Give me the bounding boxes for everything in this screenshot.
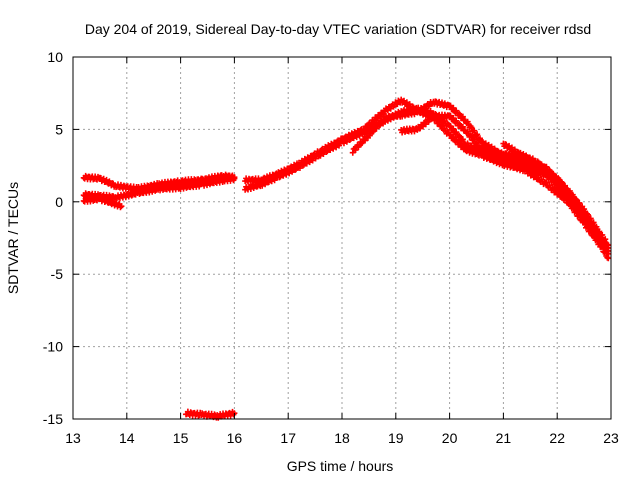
series-track-3 [80, 194, 125, 211]
data-point [585, 215, 592, 222]
data-point [471, 136, 478, 143]
y-axis-label: SDTVAR / TECUs [5, 182, 21, 294]
data-point [459, 113, 466, 120]
data-point [485, 153, 492, 160]
data-point [471, 127, 478, 134]
data-point [352, 147, 359, 154]
data-point [206, 181, 213, 188]
data-point [599, 237, 606, 244]
data-point [183, 184, 190, 191]
data-point [459, 123, 466, 130]
data-point [605, 255, 612, 262]
series-track-8 [398, 111, 612, 249]
y-tick-label: -10 [43, 339, 63, 355]
grid [73, 57, 611, 419]
data-point [373, 125, 380, 132]
data-point [529, 155, 536, 162]
data-point [118, 203, 125, 210]
x-tick-label: 22 [549, 430, 565, 446]
data-point [467, 132, 474, 139]
data-point [588, 218, 595, 225]
x-tick-label: 18 [334, 430, 350, 446]
x-tick-label: 23 [603, 430, 619, 446]
x-tick-label: 21 [496, 430, 512, 446]
data-point [456, 120, 463, 127]
data-point [376, 122, 383, 129]
data-point [576, 212, 583, 219]
x-tick-label: 17 [280, 430, 296, 446]
data-point [456, 139, 463, 146]
series-track-9 [500, 140, 612, 255]
data-point [103, 196, 110, 203]
y-tick-label: 0 [55, 194, 63, 210]
data-point [128, 192, 135, 199]
data-point [549, 185, 556, 192]
y-tick-label: -5 [51, 266, 64, 282]
y-tick-label: 10 [47, 49, 63, 65]
data-point [456, 132, 463, 139]
data-point [117, 204, 124, 211]
data-point [567, 190, 574, 197]
chart-title: Day 204 of 2019, Sidereal Day-to-day VTE… [85, 21, 591, 37]
data-point [575, 200, 582, 207]
x-tick-label: 13 [65, 430, 81, 446]
data-point [474, 139, 481, 146]
data-series [80, 96, 612, 421]
x-tick-label: 15 [173, 430, 189, 446]
axis-ticks: 13 14 15 16 17 18 19 20 21 22 23 -15 -10 -5 0 5 10 [43, 49, 619, 446]
x-tick-label: 14 [119, 430, 135, 446]
data-point [605, 248, 612, 255]
data-point [459, 142, 466, 149]
x-axis-label: GPS time / hours [287, 458, 394, 474]
data-point [447, 123, 454, 130]
data-point [555, 175, 562, 182]
series-track-2 [80, 174, 238, 202]
data-point [578, 204, 585, 211]
y-tick-label: -15 [43, 411, 63, 427]
data-point [136, 190, 143, 197]
data-point [537, 161, 544, 168]
data-point [439, 122, 446, 129]
data-point [596, 232, 603, 239]
x-tick-label: 16 [227, 430, 243, 446]
data-point [584, 213, 591, 220]
data-point [211, 411, 218, 418]
data-point [590, 223, 597, 230]
data-point [450, 125, 457, 132]
data-point [601, 242, 608, 249]
data-point [459, 136, 466, 143]
x-tick-label: 20 [442, 430, 458, 446]
data-point [231, 175, 238, 182]
data-point [456, 110, 463, 117]
data-point [602, 241, 609, 248]
series-track-6 [242, 96, 612, 262]
data-point [468, 124, 475, 131]
data-point [100, 175, 107, 182]
data-point [517, 149, 524, 156]
data-point [401, 112, 408, 119]
data-point [570, 194, 577, 201]
series-track-4 [182, 408, 238, 421]
data-point [436, 119, 443, 126]
y-tick-label: 5 [55, 121, 63, 137]
data-point [474, 131, 481, 138]
data-point [564, 187, 571, 194]
x-tick-label: 19 [388, 430, 404, 446]
